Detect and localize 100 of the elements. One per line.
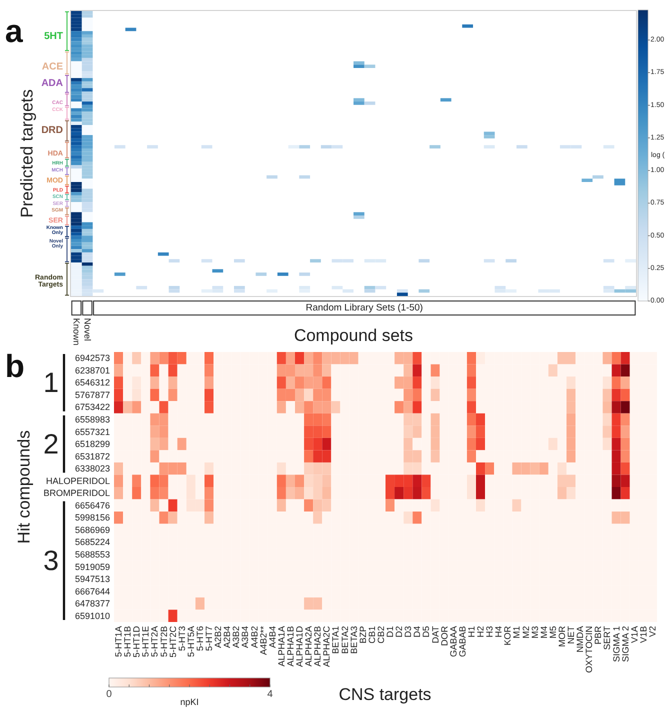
y-tick-label: DRD (41, 124, 63, 136)
x-tick-label: NET (566, 626, 576, 644)
x-tick-label: ALPHA1B (285, 626, 296, 667)
x-tick-label: 5-HT6 (194, 626, 205, 652)
y-tick-label: 5686969 (74, 524, 110, 535)
x-tick-label: 5-HT1B (122, 626, 133, 658)
x-tick-label: DAT (430, 626, 440, 644)
y-tick-label: 6557321 (74, 426, 110, 437)
x-tick-label: BETA3 (348, 626, 359, 654)
x-tick-label: CB2 (376, 626, 386, 644)
y-tick-label: 5998156 (74, 512, 110, 523)
y-tick-label: 6338023 (74, 464, 110, 474)
x-tick-label: A2B4 (222, 626, 232, 648)
x-tick-label: H2 (476, 626, 486, 638)
x-tick-label: H1 (466, 626, 476, 638)
y-tick-label: 6656476 (74, 500, 110, 510)
x-tick-label: A4B4 (267, 626, 278, 648)
x-tick-label: M5 (548, 626, 558, 639)
x-axis-title: CNS targets (338, 685, 432, 704)
x-tick-label: A4B2 (249, 626, 260, 648)
x-tick-label: 5-HT1E (140, 626, 151, 658)
x-tick-label: SIGMA 1 (611, 626, 622, 662)
y-tick-label: 6531872 (74, 451, 110, 462)
y-tick-label: BROMPERIDOL (43, 488, 110, 498)
x-tick-label: BETA1 (330, 626, 341, 654)
x-tick-label: CB1 (366, 626, 377, 644)
x-tick-label: SIGMA 2 (620, 626, 630, 662)
x-tick-label: ALPHA1A (276, 626, 286, 667)
x-tick-label: D2 (394, 626, 404, 638)
x-tick-label: D3 (403, 626, 414, 638)
y-tick-label: 5688553 (74, 550, 110, 560)
x-tick-label: V2 (647, 626, 658, 638)
x-tick-label: 5-HT5A (186, 626, 196, 658)
x-tick-label: M3 (530, 626, 540, 639)
x-tick-label: BETA2 (340, 626, 350, 654)
x-tick-label: V1A (629, 626, 640, 644)
y-tick-label: 6591010 (74, 610, 110, 621)
x-tick-label: V1B (638, 626, 648, 644)
x-tick-label: 5-HT2A (150, 626, 160, 658)
x-tick-label: A3B4 (240, 626, 250, 648)
x-tick-label: OXYTOCIN (584, 626, 594, 673)
chart-title: b (5, 348, 25, 384)
y-tick-label: 5685224 (74, 537, 110, 548)
x-tick-label: BZP (358, 626, 368, 644)
x-tick-label: M1 (512, 626, 522, 639)
x-tick-label: ALPHA2B (312, 626, 323, 667)
x-axis-title: Compound sets (294, 326, 414, 345)
chart-title: a (5, 13, 23, 49)
x-tick-label: D4 (412, 626, 422, 638)
x-tick-label: A3B2 (231, 626, 242, 648)
x-tick-label: H4 (494, 626, 504, 638)
y-tick-label: HALOPERIDOL (46, 476, 110, 486)
x-tick-label: 5-HT1A (114, 626, 124, 658)
y-tick-label: 6942573 (74, 353, 110, 364)
x-tick-label: SERT (602, 626, 612, 650)
x-tick-label: D5 (421, 626, 432, 638)
y-tick-label: 5HT (44, 30, 63, 42)
x-tick-label: ALPHA2A (304, 626, 314, 667)
x-tick-label: GABAB (457, 626, 468, 658)
x-tick-label: 5-HT3 (176, 626, 187, 652)
y-tick-label: 6546312 (74, 378, 110, 388)
column-group-boxes: Random Library Sets (1-50) (71, 300, 636, 316)
y-axis-title: Predicted targets (18, 89, 36, 218)
y-axis-title: Hit compounds (14, 430, 34, 544)
x-tick-label: M4 (538, 626, 549, 639)
x-tick-label: DOR (439, 626, 450, 646)
x-tick-label: ALPHA2C (322, 626, 332, 668)
x-tick-label: KOR (502, 626, 513, 646)
x-tick-label: Known (71, 318, 82, 346)
color-bar-label: 4 (267, 689, 274, 700)
x-tick-label: H3 (484, 626, 495, 638)
y-tick-label: 5947513 (74, 574, 110, 584)
x-tick-label: ALPHA1D (294, 626, 305, 668)
x-tick-label: NMDA (575, 626, 586, 652)
x-tick-label: PBR (593, 626, 604, 645)
color-bar-label: 0 (106, 689, 112, 700)
y-tick-label: 6753422 (74, 402, 110, 412)
y-tick-label: ACE (42, 60, 64, 72)
color-bar-title: npKI (180, 697, 199, 707)
text: 1 (43, 367, 59, 398)
y-tick-label: 5767877 (74, 390, 110, 400)
y-tick-label: ADA (41, 78, 63, 89)
y-tick-label: 6558983 (74, 414, 110, 424)
x-tick-label: 5-HT2C (168, 626, 178, 658)
y-tick-label: 5919059 (74, 562, 110, 572)
x-tick-label: 5-HT2B (158, 626, 169, 658)
text: 2 (43, 428, 59, 460)
x-tick-label: A2B2 (213, 626, 224, 648)
x-tick-label: Novel (82, 318, 92, 342)
y-tick-label: 6238701 (74, 365, 110, 376)
x-tick-label: 5-HT7 (204, 626, 214, 652)
y-tick-label: 6518299 (74, 439, 110, 450)
x-tick-label: MOR (556, 626, 567, 647)
text: 3 (43, 545, 59, 576)
x-tick-label: D1 (385, 626, 396, 638)
y-tick-label: 6667644 (74, 586, 110, 596)
x-tick-label: A4B2** (258, 626, 268, 656)
y-tick-label: 6478377 (74, 598, 110, 609)
x-tick-label: GABAA (448, 626, 458, 658)
x-tick-label: M2 (520, 626, 531, 639)
